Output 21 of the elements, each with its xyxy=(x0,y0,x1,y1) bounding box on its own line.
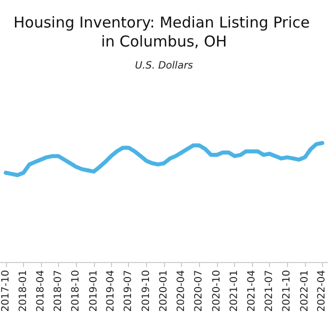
x-tick-label: 2020-07 xyxy=(194,270,205,312)
x-tick-label: 2019-04 xyxy=(106,270,117,312)
x-tick-label: 2021-01 xyxy=(229,270,240,312)
x-tick-label: 2021-07 xyxy=(264,270,275,312)
x-tick-label: 2019-10 xyxy=(140,270,152,312)
x-tick-label: 2020-04 xyxy=(176,270,188,312)
x-tick-label: 2022-01 xyxy=(299,270,310,312)
x-tick-label: 2018-01 xyxy=(18,270,29,312)
x-tick-label: 2017-10 xyxy=(0,270,12,312)
x-tick-label: 2021-10 xyxy=(282,270,293,312)
x-tick-label: 2020-01 xyxy=(158,270,170,312)
x-tick-label: 2020-10 xyxy=(211,270,222,312)
x-tick-label: 2018-04 xyxy=(35,270,46,312)
x-tick-label: 2022-04 xyxy=(316,270,328,312)
chart-subtitle: U.S. Dollars xyxy=(134,60,194,72)
x-tick-label: 2018-07 xyxy=(52,270,64,312)
chart-title: Housing Inventory: Median Listing Price in Columbus, OH xyxy=(14,14,314,50)
x-tick-label: 2019-07 xyxy=(123,270,134,312)
x-tick-label: 2019-01 xyxy=(88,270,100,312)
x-tick-label: 2021-04 xyxy=(246,270,258,312)
x-tick-label: 2018-10 xyxy=(70,270,82,312)
